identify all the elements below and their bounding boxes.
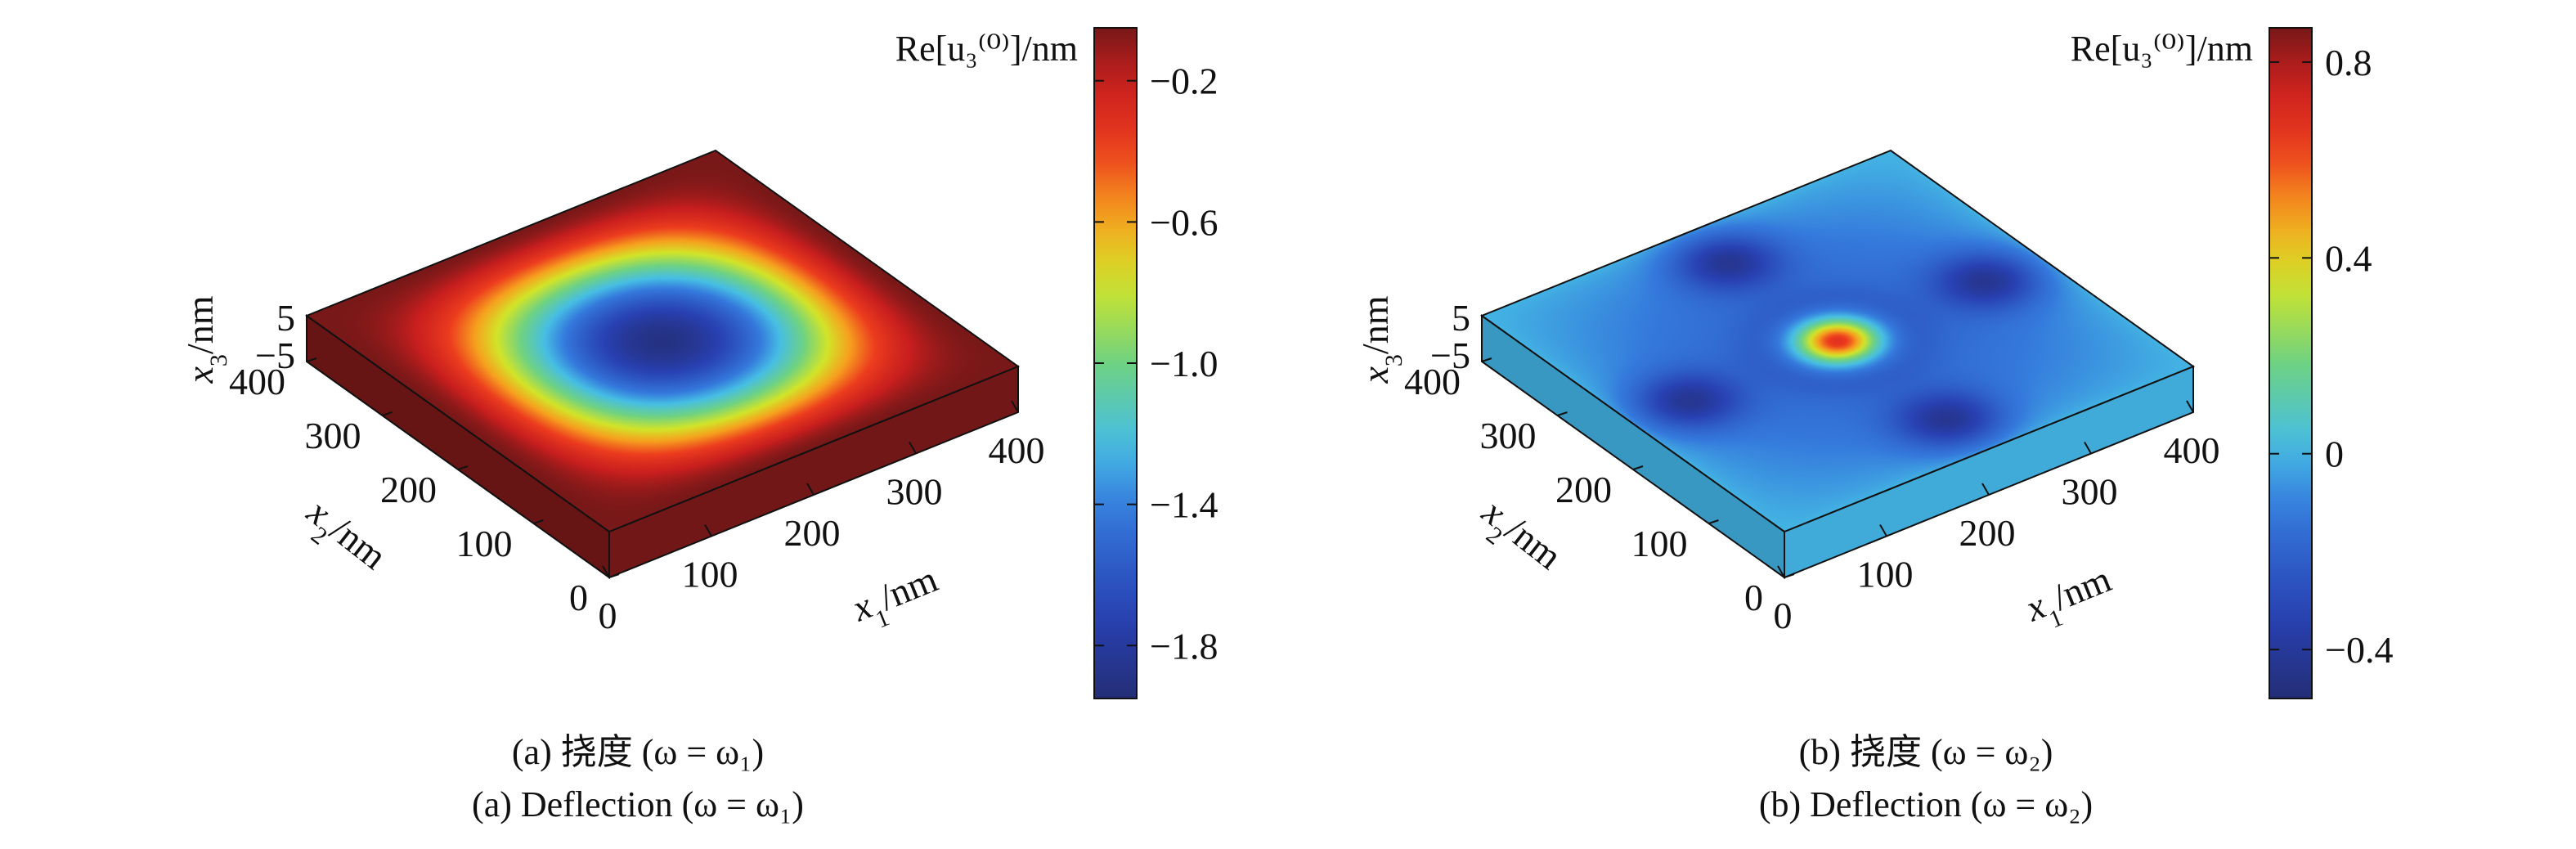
x2-tick-label: 200 — [1555, 469, 1612, 510]
x2-tick — [1784, 573, 1795, 578]
caption-a-en: (a) Deflection (ω = ω₁) — [472, 784, 804, 824]
x1-tick — [1777, 565, 1785, 578]
x1-tick — [2084, 442, 2092, 454]
x2-tick — [533, 519, 544, 524]
x1-tick-label: 100 — [1857, 554, 1914, 595]
x1-tick-label: 200 — [784, 512, 841, 554]
x2-tick — [608, 573, 620, 578]
caption-b-cn: (b) 挠度 (ω = ω₂) — [1798, 732, 2053, 772]
x2-tick — [1481, 357, 1492, 362]
x1-tick-label: 200 — [1959, 512, 2016, 554]
x1-axis-label: x1/nm — [2019, 558, 2120, 640]
x3-tick-label: 5 — [1452, 297, 1470, 339]
caption-a-cn: (a) 挠度 (ω = ω₁) — [511, 732, 765, 772]
plate-a — [304, 149, 1021, 579]
chart-panel-a: 0 100 200 300 400 0 100 200 300 400 5 −5 x1/nm x2/nm x… — [0, 0, 1276, 849]
x2-tick — [1632, 465, 1644, 470]
x1-tick — [1879, 524, 1887, 537]
x2-tick — [457, 465, 469, 470]
x2-tick — [1557, 411, 1568, 416]
colorbar-b-bar — [2269, 27, 2313, 699]
x1-tick — [602, 565, 610, 578]
x3-axis-label: x3/nm — [179, 295, 232, 384]
plate-b-top-outline — [1479, 149, 2196, 533]
colorbar-b-label: Re[u₃⁽⁰⁾]/nm — [2071, 29, 2253, 69]
x3-tick-label: −5 — [255, 335, 295, 376]
x2-tick-label: 300 — [305, 415, 361, 456]
plate-b — [1479, 149, 2196, 579]
x1-tick — [806, 483, 815, 496]
x2-tick-label: 0 — [569, 577, 588, 618]
x2-tick-label: 300 — [1480, 415, 1537, 456]
x2-tick-label: 400 — [1404, 361, 1461, 402]
x1-tick — [704, 524, 712, 537]
x2-tick — [1708, 519, 1719, 524]
x1-tick-label: 300 — [2062, 471, 2118, 513]
x2-tick — [306, 357, 317, 362]
colorbar-tick-label: −1.4 — [1150, 484, 1218, 526]
x2-tick-label: 100 — [456, 523, 513, 564]
colorbar-a: −0.2 −0.6 −1.0 −1.4 −1.8 Re[u₃⁽⁰⁾]/nm — [895, 27, 1218, 699]
colorbar-tick-label: 0.8 — [2325, 42, 2372, 83]
chart-panel-b: 0 100 200 300 400 0 100 200 300 400 5 −5 x1/nm x2/nm x… — [1276, 0, 2576, 849]
chart-b-svg: 0 100 200 300 400 0 100 200 300 400 5−5 x1/nm x2/nm x… — [1354, 27, 2393, 699]
x2-tick-label: 200 — [380, 469, 437, 510]
x2-tick — [382, 411, 393, 416]
plate-a-top-outline — [304, 149, 1021, 533]
colorbar-a-ticks: −0.2 −0.6 −1.0 −1.4 −1.8 — [1094, 61, 1218, 667]
x3-axis-label: x3/nm — [1354, 295, 1407, 384]
colorbar-tick-label: −0.6 — [1150, 201, 1218, 243]
x1-tick-label: 400 — [989, 429, 1045, 471]
x1-axis-label: x1/nm — [846, 558, 947, 640]
x1-tick — [909, 442, 917, 454]
chart-a-svg: 0 100 200 300 400 0 100 200 300 400 5−5 x1/nm x2/nm x… — [179, 27, 1218, 699]
x2-tick-label: 400 — [229, 361, 285, 402]
x1-tick — [2186, 400, 2194, 413]
colorbar-b: 0.8 0.4 0 −0.4 Re[u₃⁽⁰⁾]/nm — [2071, 27, 2393, 699]
colorbar-tick-label: 0 — [2325, 433, 2344, 475]
x1-tick-label: 100 — [682, 554, 738, 595]
colorbar-a-label: Re[u₃⁽⁰⁾]/nm — [895, 29, 1078, 69]
x1-tick — [1981, 483, 1990, 496]
colorbar-tick-label: −0.4 — [2325, 629, 2393, 671]
axes-b: 0 100 200 300 400 0 100 200 300 400 5−5 x1/nm x2/nm x… — [1354, 295, 2220, 640]
colorbar-tick-label: −1.8 — [1150, 625, 1218, 667]
colorbar-tick-label: −1.0 — [1150, 343, 1218, 384]
x2-axis-label: x2/nm — [293, 490, 395, 586]
x1-tick — [1011, 400, 1019, 413]
x1-tick-label: 0 — [599, 595, 617, 636]
colorbar-tick-label: 0.4 — [2325, 237, 2372, 279]
colorbar-b-ticks: 0.8 0.4 0 −0.4 — [2269, 42, 2393, 671]
x1-tick-label: 0 — [1774, 595, 1793, 636]
x1-tick-label: 400 — [2164, 429, 2220, 471]
caption-b-en: (b) Deflection (ω = ω₂) — [1758, 784, 2094, 824]
x3-tick-label: −5 — [1430, 335, 1470, 376]
x2-axis-label: x2/nm — [1468, 490, 1570, 586]
x1-tick-label: 300 — [886, 471, 943, 513]
x2-tick-label: 0 — [1744, 577, 1763, 618]
colorbar-tick-label: −0.2 — [1150, 61, 1218, 102]
x3-tick-label: 5 — [276, 297, 295, 339]
x2-tick-label: 100 — [1631, 523, 1688, 564]
